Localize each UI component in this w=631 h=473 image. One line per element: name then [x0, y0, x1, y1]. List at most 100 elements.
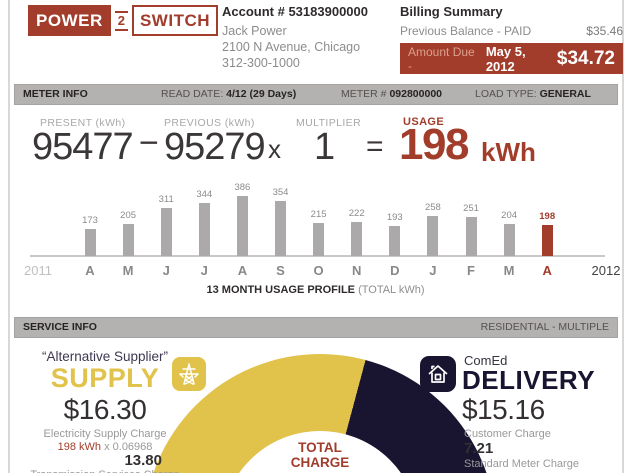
previous-label: PREVIOUS (kWh) — [164, 117, 255, 129]
usage-bar — [84, 229, 96, 256]
usage-month-label: A — [542, 263, 552, 278]
supply-amount: $16.30 — [63, 394, 147, 425]
previous-balance-label: Previous Balance - PAID — [400, 24, 532, 38]
service-info-title: SERVICE INFO — [23, 321, 97, 333]
meter-charge-label: Standard Meter Charge — [464, 458, 579, 470]
supply-charge-value: 13.80 — [124, 452, 162, 469]
usage-bar-value: 251 — [463, 203, 479, 214]
account-phone: 312-300-1000 — [222, 56, 300, 70]
account-number: Account # 53183900000 — [222, 4, 368, 19]
account-address: 2100 N Avenue, Chicago — [222, 40, 361, 54]
usage-bar-value: 173 — [82, 215, 98, 226]
usage-month-label: A — [237, 263, 248, 278]
usage-bar — [236, 196, 248, 256]
previous-balance-row: Previous Balance - PAID $35.46 — [400, 24, 623, 38]
usage-label: USAGE — [403, 116, 445, 128]
usage-bar — [427, 216, 439, 256]
usage-bar — [122, 224, 134, 256]
multiplier-label: MULTIPLIER — [296, 117, 362, 129]
usage-bar — [313, 223, 325, 256]
usage-bar-value: 205 — [120, 210, 137, 221]
multiplier-value: 1 — [314, 126, 335, 168]
usage-bar-value: 344 — [196, 189, 213, 200]
service-type: RESIDENTIAL - MULTIPLE — [480, 321, 609, 333]
logo-two-box: 2 — [114, 10, 128, 31]
logo-switch-box: SWITCH — [131, 5, 219, 36]
equals-sign: = — [366, 130, 384, 163]
supply-subtitle: “Alternative Supplier” — [41, 349, 169, 364]
delivery-title: DELIVERY — [462, 365, 596, 395]
power2switch-logo: POWER 2 SWITCH — [28, 5, 219, 36]
usage-bar-value: 215 — [310, 209, 327, 220]
customer-charge-value: 7.21 — [464, 440, 494, 457]
usage-bar-value: 204 — [501, 210, 518, 221]
amount-due-date: May 5, 2012 — [485, 43, 526, 74]
usage-unit: kWh — [481, 137, 536, 167]
usage-bar-value: 258 — [424, 202, 441, 213]
usage-bar — [465, 217, 477, 256]
account-name: Jack Power — [222, 24, 287, 38]
delivery-amount: $15.16 — [462, 394, 545, 425]
delivery-brand: ComEd — [464, 353, 508, 368]
page-border-left — [8, 0, 10, 473]
chart-year-end: 2012 — [591, 263, 621, 278]
amount-due-label: Amount Due - — [408, 44, 475, 73]
previous-balance-amount: $35.46 — [586, 24, 623, 38]
usage-month-label: S — [276, 263, 285, 278]
service-info-bar: SERVICE INFO RESIDENTIAL - MULTIPLE — [14, 317, 618, 338]
present-label: PRESENT (kWh) — [40, 117, 126, 129]
usage-bar-value: 386 — [234, 182, 251, 193]
usage-value: 198 — [399, 120, 469, 169]
supply-line2-label: Transmission Services Charge — [30, 469, 180, 473]
supply-title: SUPPLY — [50, 363, 160, 393]
usage-month-label: M — [122, 263, 134, 278]
usage-bar-value: 222 — [348, 208, 365, 219]
donut-center-label: TOTAL CHARGE — [290, 440, 350, 470]
customer-charge-label: Customer Charge — [464, 428, 551, 440]
usage-month-label: M — [503, 263, 515, 278]
usage-month-label: O — [313, 263, 324, 278]
usage-bar — [160, 208, 172, 256]
read-date: READ DATE: 4/12 (29 Days) — [161, 88, 297, 100]
usage-bar-value: 311 — [158, 194, 174, 205]
load-type: LOAD TYPE: GENERAL — [475, 88, 591, 100]
house-icon — [420, 356, 456, 392]
usage-bar — [351, 222, 363, 256]
usage-month-label: F — [467, 263, 475, 278]
transmission-tower-icon — [172, 357, 206, 391]
usage-bar — [389, 226, 401, 256]
usage-bar — [198, 203, 210, 256]
usage-month-label: J — [200, 263, 208, 278]
supply-charge-label: Electricity Supply Charge — [43, 428, 167, 440]
usage-bar-value: 193 — [386, 212, 403, 223]
usage-month-label: J — [429, 263, 437, 278]
usage-bar — [503, 224, 515, 256]
usage-chart: 2011 2012 173 A 205 M 311 J 344 J 386 A 354 S 215 O 22… — [24, 182, 621, 278]
usage-bar — [541, 225, 553, 256]
chart-axis — [30, 255, 605, 257]
billing-summary: Billing Summary Previous Balance - PAID … — [400, 4, 623, 74]
usage-month-label: J — [162, 263, 170, 278]
chart-year-start: 2011 — [24, 263, 52, 278]
chart-caption: 13 MONTH USAGE PROFILE (TOTAL kWh) — [206, 284, 425, 296]
page-border-right — [622, 0, 624, 473]
billing-summary-title: Billing Summary — [400, 4, 503, 19]
meter-info-bar: METER INFO READ DATE: 4/12 (29 Days) MET… — [14, 84, 618, 105]
meter-info-title: METER INFO — [23, 88, 88, 100]
usage-month-label: A — [85, 263, 95, 278]
supply-charge-calc: 198 kWh x 0.06968 — [57, 441, 153, 453]
times-sign: x — [268, 134, 281, 164]
usage-month-label: N — [351, 263, 362, 278]
amount-due-value: $34.72 — [556, 47, 615, 69]
usage-month-label: D — [390, 263, 400, 278]
present-value: 95477 — [32, 126, 134, 168]
logo-power-box: POWER — [28, 5, 111, 36]
usage-bar — [275, 201, 286, 256]
meter-number: METER # 092800000 — [341, 88, 442, 100]
minus-sign: − — [139, 124, 159, 162]
amount-due-banner: Amount Due - May 5, 2012 $34.72 — [400, 43, 623, 74]
usage-bar-value: 198 — [539, 211, 556, 222]
account-block: Account # 53183900000 Jack Power 2100 N … — [222, 4, 368, 71]
usage-bar-value: 354 — [272, 187, 289, 198]
